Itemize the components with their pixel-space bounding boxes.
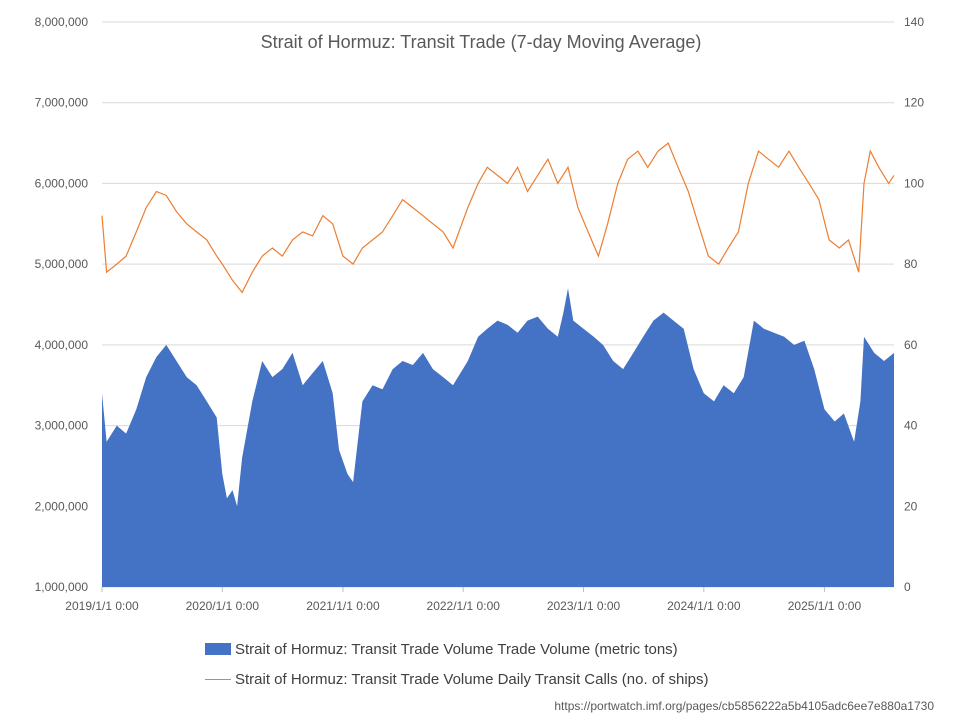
x-tick-label: 2023/1/1 0:00 [547,599,621,613]
left-tick-label: 6,000,000 [35,176,89,190]
x-tick-label: 2024/1/1 0:00 [667,599,741,613]
legend-item-transit-calls: Strait of Hormuz: Transit Trade Volume D… [205,664,709,694]
x-tick-label: 2025/1/1 0:00 [788,599,862,613]
legend-swatch-transit-calls [205,678,231,680]
left-tick-label: 3,000,000 [35,419,89,433]
x-tick-label: 2022/1/1 0:00 [427,599,501,613]
legend-swatch-trade-volume [205,643,231,655]
right-tick-label: 140 [904,15,924,29]
x-axis-ticks: 2019/1/1 0:00 2020/1/1 0:00 2021/1/1 0:00 2… [65,587,861,613]
right-axis-ticks: 0 20 40 60 80 100 120 140 [904,15,924,594]
legend-label-transit-calls: Strait of Hormuz: Transit Trade Volume D… [235,670,709,688]
trade-volume-bars [101,288,895,587]
right-tick-label: 0 [904,580,911,594]
x-tick-label: 2021/1/1 0:00 [306,599,380,613]
right-tick-label: 40 [904,419,918,433]
right-tick-label: 80 [904,257,918,271]
transit-calls-polyline [101,142,895,294]
legend: Strait of Hormuz: Transit Trade Volume T… [205,634,709,694]
right-tick-label: 100 [904,176,924,190]
legend-item-trade-volume: Strait of Hormuz: Transit Trade Volume T… [205,634,709,664]
left-axis-ticks: 1,000,000 2,000,000 3,000,000 4,000,000 5,00… [35,15,89,594]
source-url: https://portwatch.imf.org/pages/cb585622… [554,699,934,713]
left-tick-label: 7,000,000 [35,96,89,110]
legend-label-trade-volume: Strait of Hormuz: Transit Trade Volume T… [235,640,678,658]
left-tick-label: 8,000,000 [35,15,89,29]
right-tick-label: 120 [904,96,924,110]
transit-calls-line [101,142,895,294]
right-tick-label: 20 [904,499,918,513]
x-tick-label: 2019/1/1 0:00 [65,599,139,613]
chart-title: Strait of Hormuz: Transit Trade (7-day M… [261,32,702,52]
right-tick-label: 60 [904,338,918,352]
left-tick-label: 2,000,000 [35,499,89,513]
x-tick-label: 2020/1/1 0:00 [186,599,260,613]
left-tick-label: 4,000,000 [35,338,89,352]
left-tick-label: 1,000,000 [35,580,89,594]
trade-volume-bars-area [102,288,894,587]
left-tick-label: 5,000,000 [35,257,89,271]
